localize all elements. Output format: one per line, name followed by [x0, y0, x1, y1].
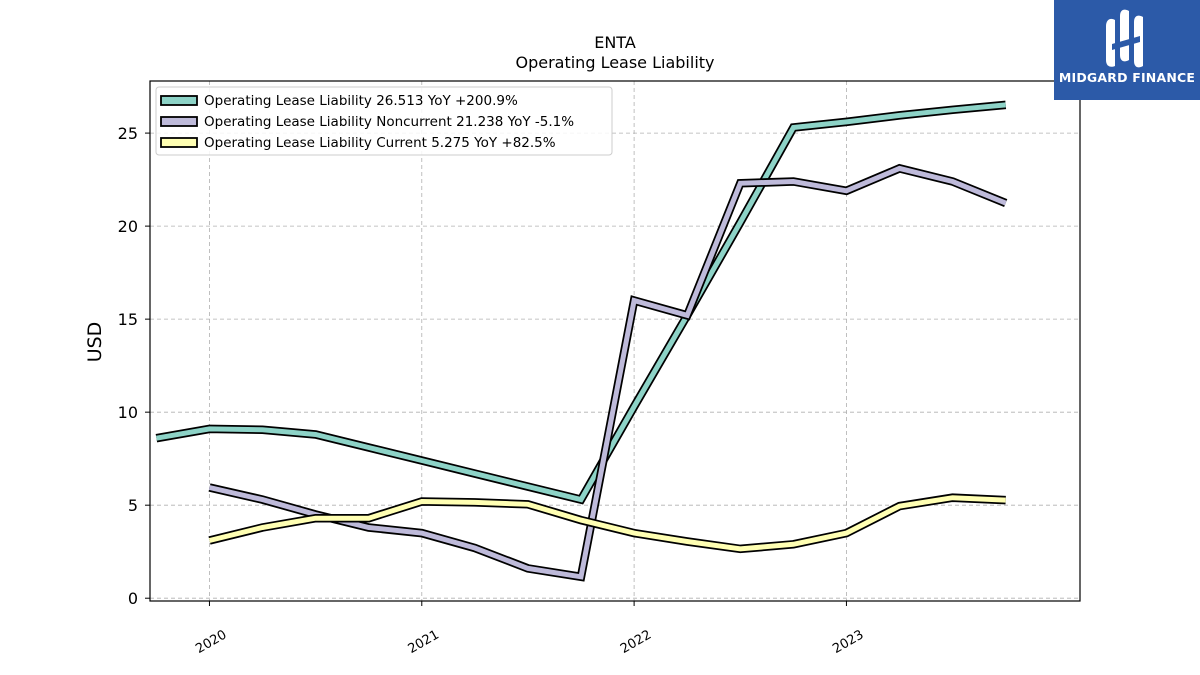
series-line-2	[208, 495, 1006, 552]
y-tick-label: 20	[118, 217, 138, 236]
x-tick-label: 2021	[406, 627, 442, 657]
legend-label-0: Operating Lease Liability 26.513 YoY +20…	[204, 93, 518, 109]
y-tick-label: 0	[128, 589, 138, 608]
legend-swatch-2	[160, 137, 198, 148]
y-axis-label: USD	[84, 322, 106, 363]
series-line-outline-0	[155, 100, 1007, 505]
chart-title: ENTA	[594, 33, 636, 52]
series-line-0	[155, 102, 1006, 503]
x-tick-label: 2020	[193, 627, 229, 657]
midgard-logo-icon	[1106, 9, 1143, 68]
plot-series	[155, 100, 1008, 582]
x-tick-label: 2023	[830, 627, 866, 657]
legend-label-1: Operating Lease Liability Noncurrent 21.…	[204, 114, 574, 130]
brand-logo: MIDGARD FINANCE	[1054, 0, 1200, 100]
legend-swatch-1	[160, 116, 198, 127]
grid	[150, 81, 1080, 601]
legend-box	[155, 86, 613, 156]
chart-subtitle: Operating Lease Liability	[515, 53, 714, 72]
legend-label-2: Operating Lease Liability Current 5.275 …	[204, 135, 556, 151]
x-tick-label: 2022	[618, 627, 654, 657]
legend: Operating Lease Liability 26.513 YoY +20…	[155, 86, 613, 156]
y-tick-label: 10	[118, 403, 138, 422]
plot-frame	[149, 80, 1081, 602]
y-tick-label: 15	[118, 310, 138, 329]
y-tick-label: 5	[128, 496, 138, 515]
legend-swatch-0	[160, 95, 198, 106]
y-tick-label: 25	[118, 124, 138, 143]
brand-name: MIDGARD FINANCE	[1058, 70, 1196, 85]
